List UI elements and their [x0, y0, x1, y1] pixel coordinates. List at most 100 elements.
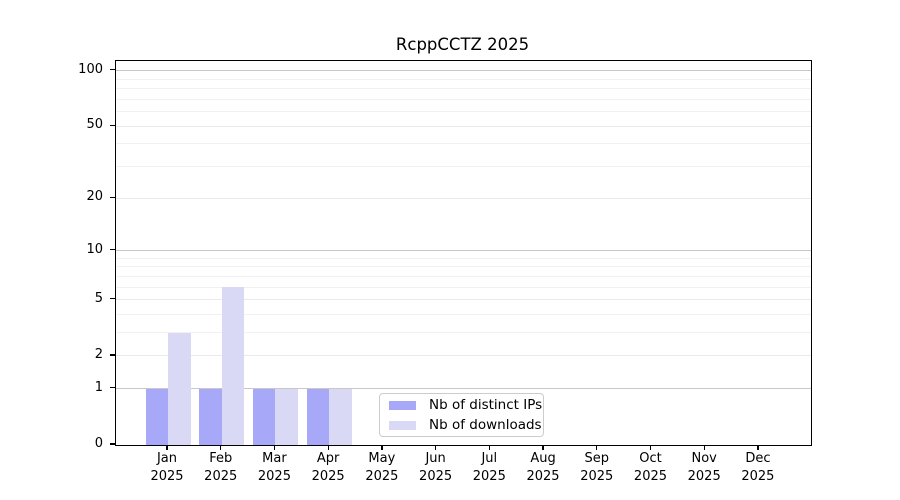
x-tick-year-sep: 2025	[580, 468, 614, 484]
x-tick-label-dec: Dec 2025	[726, 450, 790, 485]
gridline-y-70	[116, 98, 811, 100]
y-tick-label-100: 100	[78, 61, 103, 77]
x-tick-mark-apr	[327, 445, 329, 450]
gridline-y-50	[116, 125, 811, 127]
x-tick-month-nov: Nov	[691, 451, 717, 466]
legend: Nb of distinct IPs Nb of downloads	[379, 393, 544, 437]
y-tick-label-2: 2	[94, 346, 103, 362]
y-tick-label-10: 10	[86, 241, 103, 257]
gridline-y-1	[116, 388, 811, 390]
gridline-y-8	[116, 266, 811, 268]
x-tick-label-jan: Jan 2025	[135, 450, 199, 485]
x-tick-label-may: May 2025	[350, 450, 414, 485]
legend-label-nb-of-downloads: Nb of downloads	[429, 417, 542, 433]
x-tick-year-oct: 2025	[633, 468, 668, 484]
y-tick-label-1: 1	[94, 379, 103, 395]
x-tick-mark-jul	[488, 445, 490, 450]
legend-swatch-nb-of-distinct-ips	[389, 400, 416, 410]
x-tick-year-apr: 2025	[311, 468, 345, 484]
x-tick-year-may: 2025	[365, 468, 399, 484]
legend-item-nb-of-distinct-ips: Nb of distinct IPs	[387, 397, 542, 413]
x-tick-year-aug: 2025	[526, 468, 560, 484]
x-tick-year-jul: 2025	[472, 468, 506, 484]
x-tick-month-sep: Sep	[584, 451, 609, 466]
x-tick-year-nov: 2025	[687, 468, 721, 484]
x-tick-month-dec: Dec	[745, 451, 771, 466]
x-tick-label-apr: Apr 2025	[296, 450, 360, 485]
bar-nb-of-distinct-ips-apr	[306, 388, 330, 445]
gridline-y-5	[116, 299, 811, 301]
x-tick-mark-dec	[757, 445, 759, 450]
y-tick-mark-20	[110, 196, 115, 198]
gridline-y-40	[116, 143, 811, 145]
y-tick-mark-2	[110, 354, 115, 356]
y-tick-mark-5	[110, 298, 115, 300]
x-tick-mark-feb	[220, 445, 222, 450]
x-tick-mark-nov	[703, 445, 705, 450]
x-tick-mark-mar	[273, 445, 276, 450]
x-tick-label-jul: Jul 2025	[457, 450, 521, 485]
x-tick-year-mar: 2025	[257, 468, 291, 484]
x-tick-mark-sep	[596, 445, 598, 450]
y-tick-mark-0	[110, 443, 115, 445]
x-tick-month-may: May	[368, 451, 396, 466]
gridline-y-6	[116, 286, 811, 288]
x-tick-month-oct: Oct	[639, 451, 662, 466]
x-tick-mark-jun	[434, 445, 437, 450]
bar-nb-of-distinct-ips-jan	[145, 388, 168, 445]
bar-nb-of-downloads-apr	[329, 388, 352, 445]
bar-nb-of-distinct-ips-feb	[199, 388, 222, 445]
x-tick-label-aug: Aug 2025	[511, 450, 575, 485]
x-tick-mark-oct	[649, 445, 652, 450]
y-tick-mark-10	[110, 248, 115, 251]
x-tick-month-apr: Apr	[316, 451, 340, 466]
y-tick-mark-50	[110, 124, 115, 126]
bar-nb-of-downloads-jan	[168, 332, 191, 445]
gridline-y-7	[116, 275, 811, 277]
x-tick-label-jun: Jun 2025	[404, 450, 468, 485]
x-tick-month-jun: Jun	[425, 451, 446, 466]
y-tick-mark-100	[110, 69, 115, 71]
x-tick-month-aug: Aug	[530, 451, 556, 466]
legend-label-nb-of-distinct-ips: Nb of distinct IPs	[429, 397, 543, 413]
x-tick-year-dec: 2025	[741, 468, 775, 484]
gridline-y-60	[116, 111, 811, 113]
bars-layer	[116, 61, 811, 445]
gridlines-layer	[116, 61, 811, 445]
plot-area: Nb of distinct IPs Nb of downloads	[115, 60, 812, 446]
gridline-y-10	[116, 250, 811, 252]
y-tick-label-50: 50	[86, 117, 103, 133]
y-tick-label-20: 20	[86, 189, 103, 205]
x-tick-mark-may	[381, 445, 383, 450]
x-tick-month-feb: Feb	[209, 451, 233, 466]
bar-nb-of-downloads-mar	[275, 388, 298, 445]
x-tick-year-feb: 2025	[204, 468, 238, 484]
x-tick-label-sep: Sep 2025	[565, 450, 629, 485]
x-tick-label-nov: Nov 2025	[672, 450, 736, 485]
gridline-y-9	[116, 257, 811, 259]
y-tick-label-0: 0	[94, 436, 103, 451]
legend-item-nb-of-downloads: Nb of downloads	[387, 417, 542, 433]
bar-nb-of-distinct-ips-mar	[252, 388, 276, 445]
y-tick-label-5: 5	[94, 290, 103, 306]
x-tick-label-oct: Oct 2025	[618, 450, 682, 485]
gridline-y-80	[116, 88, 811, 90]
gridline-y-30	[116, 166, 811, 168]
x-tick-month-jul: Jul	[481, 451, 498, 466]
x-tick-month-mar: Mar	[262, 451, 287, 466]
x-tick-year-jan: 2025	[150, 468, 184, 484]
gridline-y-3	[116, 332, 811, 334]
gridline-y-100	[116, 70, 811, 72]
chart-title: RcppCCTZ 2025	[395, 35, 530, 54]
x-tick-label-feb: Feb 2025	[189, 450, 253, 485]
x-tick-month-jan: Jan	[156, 451, 178, 466]
gridline-y-90	[116, 78, 811, 80]
gridline-y-2	[116, 355, 811, 357]
y-tick-mark-1	[110, 387, 115, 389]
x-tick-label-mar: Mar 2025	[242, 450, 306, 485]
x-tick-mark-jan	[166, 445, 168, 450]
gridline-y-4	[116, 314, 811, 315]
gridline-y-20	[116, 197, 811, 199]
x-tick-mark-aug	[542, 445, 544, 450]
